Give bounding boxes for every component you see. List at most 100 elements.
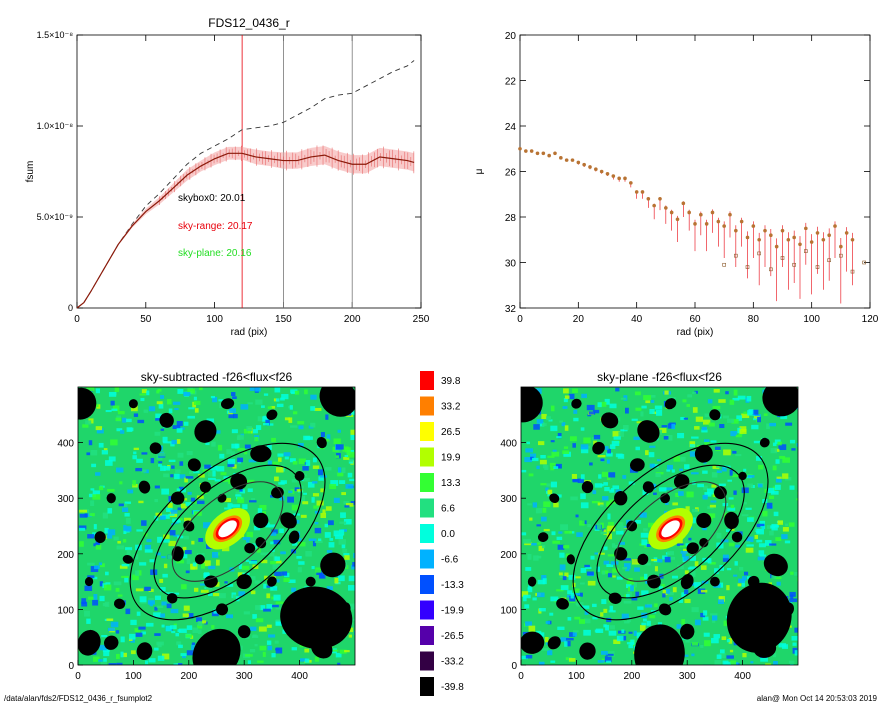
noise-pixel <box>725 529 731 533</box>
masked-source <box>84 577 94 587</box>
noise-pixel <box>177 388 184 394</box>
noise-pixel <box>525 448 534 453</box>
noise-pixel <box>163 563 168 569</box>
noise-pixel <box>354 607 355 610</box>
noise-pixel <box>726 585 730 591</box>
noise-pixel <box>168 513 175 516</box>
noise-pixel <box>741 580 745 587</box>
noise-pixel <box>600 522 604 529</box>
data-point <box>728 212 732 217</box>
noise-pixel <box>587 523 591 528</box>
noise-pixel <box>560 585 569 591</box>
noise-pixel <box>116 662 123 665</box>
noise-pixel <box>157 388 162 392</box>
noise-pixel <box>132 455 137 460</box>
noise-pixel <box>743 411 747 415</box>
masked-source <box>230 473 248 490</box>
data-point <box>716 219 721 224</box>
noise-pixel <box>644 573 648 580</box>
noise-pixel <box>620 429 625 432</box>
noise-pixel <box>728 637 733 644</box>
noise-pixel <box>133 447 139 451</box>
noise-pixel <box>789 598 798 603</box>
noise-pixel <box>715 464 721 468</box>
noise-pixel <box>158 464 162 467</box>
noise-pixel <box>695 416 703 422</box>
noise-pixel <box>609 605 614 612</box>
data-point <box>739 219 744 224</box>
noise-pixel <box>691 642 699 646</box>
noise-pixel <box>731 474 739 478</box>
noise-pixel <box>84 610 90 617</box>
noise-pixel <box>652 411 657 414</box>
noise-pixel <box>536 524 542 527</box>
masked-source <box>128 399 138 409</box>
noise-pixel <box>707 399 713 404</box>
noise-pixel <box>559 574 564 578</box>
noise-pixel <box>643 395 652 401</box>
noise-pixel <box>118 503 124 507</box>
noise-pixel <box>163 539 170 543</box>
colorbar-label: 13.3 <box>441 478 461 489</box>
noise-pixel <box>711 484 717 488</box>
noise-pixel <box>124 501 132 504</box>
masked-source <box>549 493 560 503</box>
noise-pixel <box>579 619 586 624</box>
masked-source <box>255 537 267 549</box>
noise-pixel <box>683 417 688 420</box>
colorbar-swatch <box>420 396 434 416</box>
noise-pixel <box>684 570 689 575</box>
noise-pixel <box>98 659 103 662</box>
noise-pixel <box>270 560 277 565</box>
data-point <box>704 222 709 226</box>
noise-pixel <box>559 564 566 571</box>
noise-pixel <box>345 484 354 489</box>
noise-pixel <box>247 660 251 664</box>
noise-pixel <box>580 427 585 431</box>
noise-pixel <box>609 403 617 409</box>
noise-pixel <box>125 608 131 615</box>
x-tick-label: 200 <box>180 671 197 682</box>
noise-pixel <box>319 475 327 478</box>
noise-pixel <box>144 586 151 591</box>
noise-pixel <box>671 423 676 430</box>
noise-pixel <box>753 417 759 421</box>
masked-source <box>726 582 792 653</box>
noise-pixel <box>774 448 780 452</box>
masked-source <box>747 575 760 588</box>
noise-pixel <box>159 515 166 520</box>
noise-pixel <box>92 599 99 606</box>
noise-pixel <box>607 513 611 520</box>
masked-source <box>106 493 116 504</box>
data-point <box>617 176 621 181</box>
noise-pixel <box>113 536 119 541</box>
noise-pixel <box>123 652 127 658</box>
noise-pixel <box>691 653 695 657</box>
noise-pixel <box>166 603 172 609</box>
noise-pixel <box>107 488 115 492</box>
noise-pixel <box>622 566 628 570</box>
noise-pixel <box>224 507 232 510</box>
noise-pixel <box>776 581 781 586</box>
noise-pixel <box>297 537 302 542</box>
noise-pixel <box>664 510 668 515</box>
x-tick-label: 250 <box>413 314 430 325</box>
noise-pixel <box>112 405 120 412</box>
noise-pixel <box>173 534 180 537</box>
noise-pixel <box>737 395 746 400</box>
noise-pixel <box>117 411 125 415</box>
noise-pixel <box>604 446 609 450</box>
noise-pixel <box>574 590 581 596</box>
noise-pixel <box>572 582 576 588</box>
noise-pixel <box>252 614 257 619</box>
noise-pixel <box>314 527 322 534</box>
noise-pixel <box>727 479 733 482</box>
noise-pixel <box>292 411 298 415</box>
noise-pixel <box>125 547 133 551</box>
noise-pixel <box>170 474 174 478</box>
noise-pixel <box>569 632 576 637</box>
colorbar-label: 33.2 <box>441 402 461 413</box>
noise-pixel <box>609 625 615 630</box>
x-tick-label: 0 <box>517 314 523 325</box>
noise-pixel <box>299 495 306 502</box>
